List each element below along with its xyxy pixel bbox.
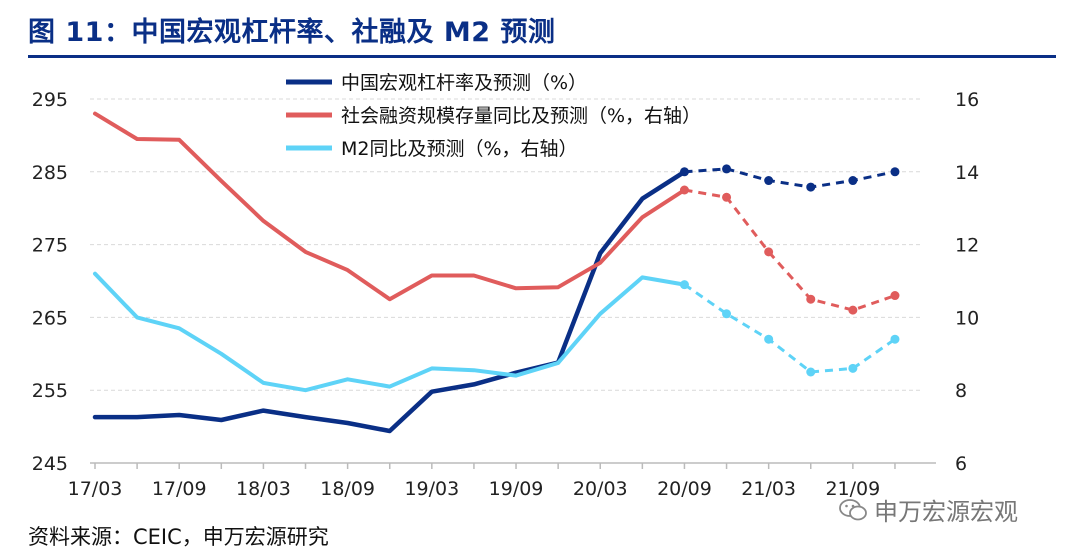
- x-tick-label: 17/09: [152, 478, 207, 500]
- y-right-tick-label: 10: [955, 307, 979, 329]
- axes: 245 255 265 275 285 295 6 8 10 12 14 16 17/03 17/09 18…: [32, 89, 979, 500]
- forecast-point: [848, 363, 858, 373]
- y-right-tick-label: 6: [955, 453, 967, 475]
- forecast-point: [848, 176, 858, 186]
- x-tick-label: 20/03: [573, 478, 628, 500]
- x-tick-label: 17/03: [68, 478, 123, 500]
- y-right-tick-label: 8: [955, 380, 967, 402]
- forecast-point: [764, 247, 774, 257]
- forecast-point: [722, 164, 732, 174]
- x-tick-label: 21/09: [825, 478, 880, 500]
- y-left-tick-label: 285: [32, 162, 68, 184]
- forecast-point: [890, 167, 900, 177]
- y-left-tick-label: 275: [32, 235, 68, 257]
- x-tick-label: 19/03: [404, 478, 459, 500]
- y-left-tick-label: 265: [32, 307, 68, 329]
- legend: 中国宏观杠杆率及预测（%） 社会融资规模存量同比及预测（%，右轴） M2同比及预测（…: [286, 72, 701, 160]
- x-tick-label: 18/03: [236, 478, 291, 500]
- series-line-forecast: [683, 283, 896, 374]
- forecast-point: [679, 185, 689, 195]
- series-line-actual: [93, 271, 687, 393]
- y-left-tick-label: 245: [32, 453, 68, 475]
- gridlines: [90, 98, 922, 391]
- forecast-point: [806, 294, 816, 304]
- forecast-point: [722, 309, 732, 319]
- forecast-point: [764, 176, 774, 186]
- source-note: 资料来源：CEIC，申万宏源研究: [28, 525, 329, 549]
- series-line-forecast: [684, 188, 896, 312]
- series-line-actual: [92, 169, 687, 434]
- chart-canvas: 245 255 265 275 285 295 6 8 10 12 14 16 17/03 17/09 18…: [32, 72, 979, 500]
- forecast-point: [806, 182, 816, 192]
- forecast-point: [890, 291, 900, 301]
- y-right-tick-label: 14: [955, 162, 979, 184]
- x-tick-label: 20/09: [657, 478, 712, 500]
- y-right-tick-label: 16: [955, 89, 979, 111]
- chart-title: 图 11：中国宏观杠杆率、社融及 M2 预测: [28, 17, 556, 48]
- x-tick-label: 21/03: [741, 478, 796, 500]
- y-left-tick-label: 255: [32, 380, 68, 402]
- legend-label: 社会融资规模存量同比及预测（%，右轴）: [341, 105, 701, 127]
- forecast-point: [679, 280, 689, 290]
- series-lines: [92, 111, 900, 434]
- x-tick-label: 19/09: [489, 478, 544, 500]
- forecast-point: [764, 334, 774, 344]
- watermark-text: 申万宏源宏观: [874, 498, 1018, 526]
- forecast-point: [890, 334, 900, 344]
- wechat-icon: [839, 498, 867, 520]
- y-right-tick-label: 12: [955, 235, 979, 257]
- series-line-forecast: [684, 167, 896, 189]
- watermark: 申万宏源宏观: [838, 492, 1018, 527]
- forecast-point: [722, 192, 732, 202]
- forecast-point: [679, 167, 689, 177]
- legend-label: 中国宏观杠杆率及预测（%）: [341, 72, 587, 94]
- y-left-tick-label: 295: [32, 89, 68, 111]
- forecast-point: [848, 305, 858, 315]
- title-divider: [28, 55, 1056, 58]
- x-tick-label: 18/09: [320, 478, 375, 500]
- forecast-point: [806, 367, 816, 377]
- legend-label: M2同比及预测（%，右轴）: [341, 138, 578, 160]
- series-line-actual: [93, 111, 687, 302]
